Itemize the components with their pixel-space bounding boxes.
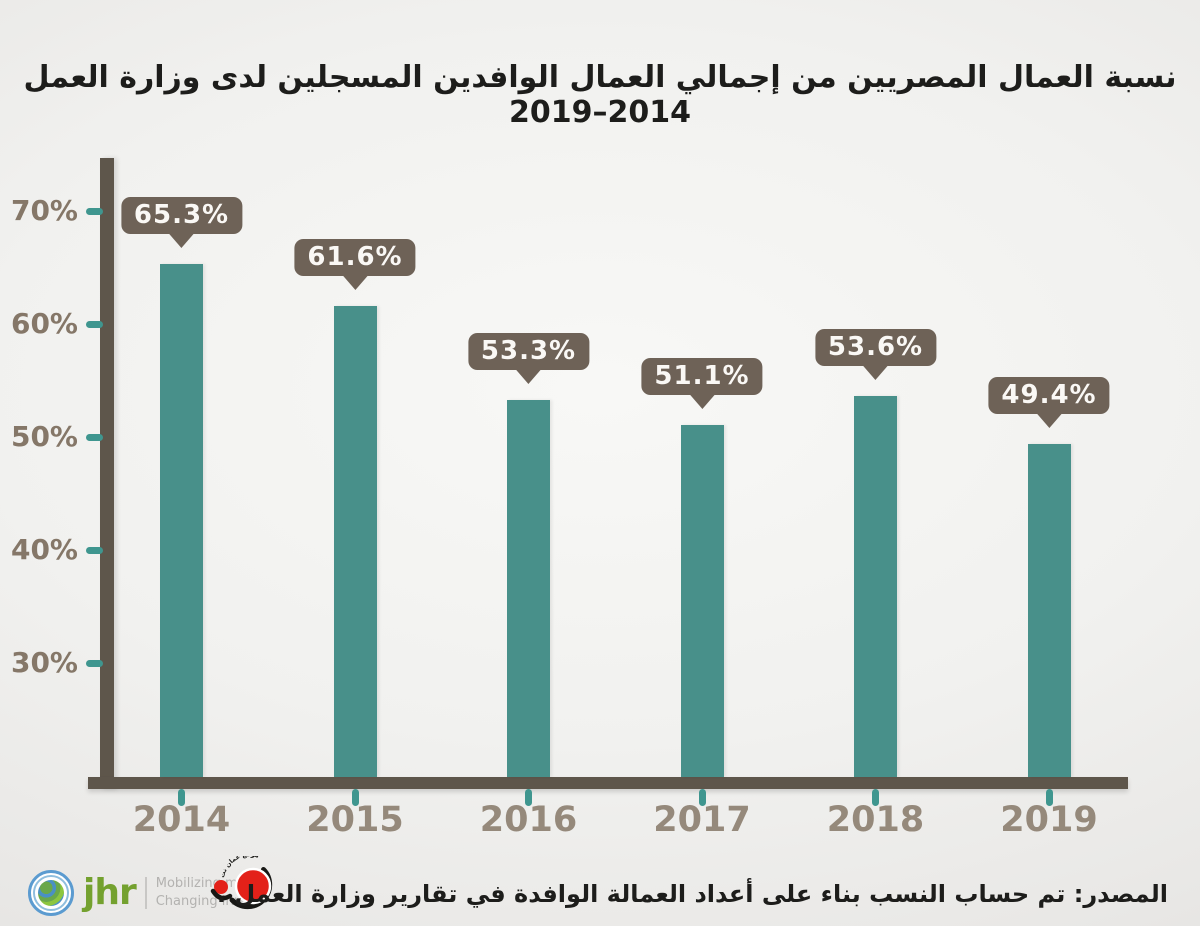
y-axis-label: 40% (10, 533, 78, 566)
globe-icon (28, 870, 74, 916)
y-axis-tick (86, 659, 103, 667)
bar (854, 396, 897, 777)
value-callout: 53.3% (467, 332, 590, 370)
y-axis-tick (86, 320, 103, 328)
value-callout: 65.3% (120, 197, 243, 235)
jhr-divider (144, 877, 147, 909)
source-note: المصدر: تم حساب النسب بناء على أعداد الع… (216, 880, 1168, 908)
ammannet-big-dot (234, 867, 272, 905)
bar (1027, 443, 1071, 777)
bar (160, 264, 203, 777)
x-axis-label: 2018 (826, 800, 925, 840)
ammannet-logo: موقع عمان نت (210, 856, 273, 910)
jhr-wordmark: jhr (83, 872, 137, 913)
x-axis-label: 2019 (1000, 800, 1098, 840)
x-axis-tick (698, 789, 706, 806)
x-axis-label: 2016 (479, 800, 578, 840)
y-axis-label: 30% (10, 646, 78, 679)
x-axis-tick (351, 789, 359, 806)
y-axis-line (100, 158, 114, 789)
bar (680, 424, 724, 777)
ammannet-small-arc (210, 888, 233, 901)
bar (507, 399, 550, 777)
y-axis-tick (86, 207, 103, 215)
x-axis-label: 2015 (306, 800, 404, 840)
y-axis-tick (86, 546, 103, 554)
value-callout: 53.6% (814, 329, 937, 367)
x-axis-tick (178, 789, 185, 806)
x-axis-tick (872, 789, 879, 806)
x-axis-line (88, 777, 1128, 789)
y-axis-label: 60% (10, 307, 78, 340)
y-axis-label: 50% (10, 420, 78, 453)
chart-title: نسبة العمال المصريين من إجمالي العمال ال… (23, 60, 1177, 130)
y-axis-label: 70% (10, 194, 78, 227)
value-callout: 51.1% (641, 357, 763, 395)
x-axis-tick (1045, 789, 1053, 806)
x-axis-label: 2017 (653, 800, 751, 840)
bar (333, 305, 377, 777)
value-callout: 61.6% (294, 238, 416, 276)
value-callout: 49.4% (988, 376, 1110, 414)
x-axis-tick (525, 789, 532, 806)
ammannet-small-dot (214, 880, 228, 894)
y-axis-tick (86, 433, 103, 441)
x-axis-label: 2014 (132, 800, 231, 840)
